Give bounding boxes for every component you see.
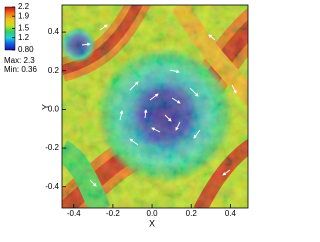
y-tick-label: 0.0 — [48, 105, 60, 114]
min-label: Min: 0.36 — [4, 65, 37, 74]
colorbar-tick-label: 0.80 — [18, 45, 34, 54]
plot-frame — [61, 4, 249, 209]
x-tick-label: -0.4 — [67, 209, 81, 218]
x-tick-label: 0.2 — [186, 209, 198, 218]
max-label: Max: 2.3 — [4, 56, 35, 65]
x-axis-title: X — [149, 218, 155, 228]
y-tick-label: -0.4 — [45, 182, 59, 191]
colorbar-tick-label: 1.5 — [18, 24, 30, 33]
x-tick-label: -0.2 — [106, 209, 120, 218]
y-tick-label: -0.2 — [45, 143, 59, 152]
x-tick-label: 0.4 — [225, 209, 237, 218]
y-axis-title: Y — [40, 104, 50, 110]
y-tick-label: 0.4 — [48, 27, 60, 36]
colorbar-tick-label: 1.9 — [18, 11, 30, 20]
field — [62, 5, 248, 208]
x-tick-label: 0.0 — [147, 209, 159, 218]
chart: X Y Max: 2.3 Min: 0.36 -0.4 -0.2 0.0 0.2 0.4… — [4, 2, 249, 228]
y-tick-label: 0.2 — [48, 66, 60, 75]
colorbar-tick-label: 2.2 — [18, 2, 30, 11]
colorbar-tick-label: 1.2 — [18, 33, 30, 42]
